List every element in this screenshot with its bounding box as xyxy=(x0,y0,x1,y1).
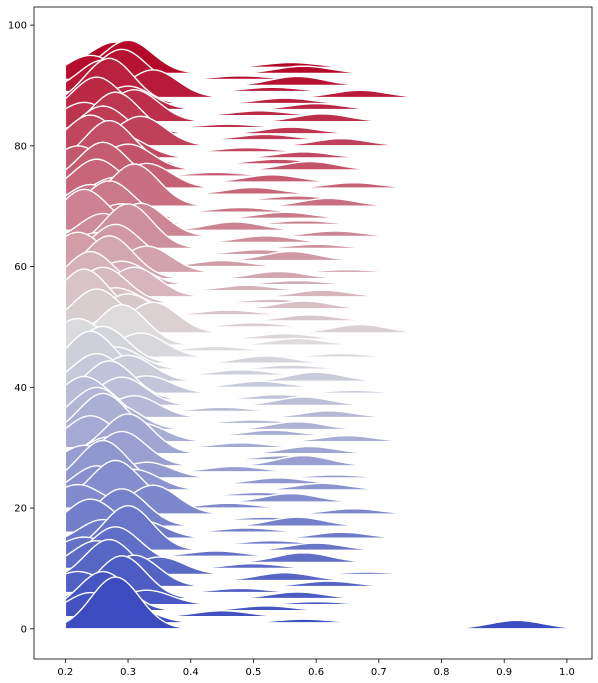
ridge-series-19 xyxy=(64,484,567,515)
x-axis: 0.2 0.3 0.4 0.5 0.6 0.7 0.8 0.9 1.0 xyxy=(57,659,575,678)
ridge-series-88 xyxy=(64,69,567,99)
ridges-group xyxy=(64,39,568,630)
y-tick-label: 0 xyxy=(21,624,27,635)
ridge-series-49 xyxy=(64,301,567,334)
plot-frame xyxy=(33,6,593,660)
x-tick-label: 0.3 xyxy=(120,667,136,678)
y-tick-label: 40 xyxy=(14,383,27,394)
x-tick-label: 0.7 xyxy=(371,667,387,678)
x-tick-label: 0.6 xyxy=(308,667,324,678)
x-tick-label: 0.9 xyxy=(496,667,512,678)
ridge-series-0 xyxy=(64,576,568,630)
x-tick-label: 0.2 xyxy=(57,667,73,678)
y-tick-label: 100 xyxy=(8,21,27,32)
y-tick-label: 80 xyxy=(14,141,27,152)
y-tick-label: 20 xyxy=(14,504,27,515)
x-tick-label: 0.5 xyxy=(245,667,261,678)
x-tick-label: 0.4 xyxy=(183,667,199,678)
x-tick-label: 1.0 xyxy=(559,667,575,678)
y-axis: 0 20 40 60 80 100 xyxy=(8,21,34,635)
x-tick-label: 0.8 xyxy=(434,667,450,678)
y-tick-label: 60 xyxy=(14,262,27,273)
